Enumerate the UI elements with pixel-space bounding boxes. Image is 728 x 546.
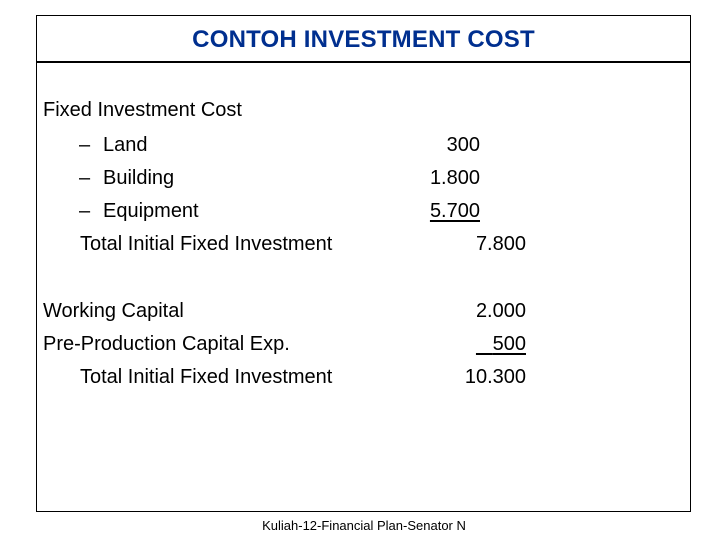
preproduction-amount: 500 xyxy=(462,329,526,359)
fixed-item-amount: 300 xyxy=(446,134,480,156)
slide-frame: CONTOH INVESTMENT COST xyxy=(36,15,691,512)
working-capital-row: Working Capital 2.000 xyxy=(0,296,728,326)
fixed-investment-header-row: Fixed Investment Cost xyxy=(0,95,728,125)
fixed-item-row: – Equipment 5.700 xyxy=(0,196,728,226)
preproduction-amount-value: 500 xyxy=(492,333,526,355)
title-divider xyxy=(37,61,690,63)
fixed-item-label: Equipment xyxy=(103,200,199,222)
fixed-item-row: – Land 300 xyxy=(0,130,728,160)
bullet-dash: – xyxy=(79,200,91,222)
total-initial-amount: 10.300 xyxy=(464,366,526,388)
fixed-item-row: – Building 1.800 xyxy=(0,163,728,193)
total-fixed-amount: 7.800 xyxy=(475,233,526,255)
fixed-item-label: Building xyxy=(103,167,175,189)
bullet-dash: – xyxy=(79,134,91,156)
fixed-item-label: Land xyxy=(103,134,148,156)
fixed-investment-header: Fixed Investment Cost xyxy=(43,99,242,121)
total-initial-label: Total Initial Fixed Investment xyxy=(80,366,333,388)
fixed-item-amount: 1.800 xyxy=(429,167,480,189)
bullet-dash: – xyxy=(79,167,91,189)
slide-title: CONTOH INVESTMENT COST xyxy=(192,26,535,53)
working-capital-label: Working Capital xyxy=(43,300,184,322)
total-initial-row: Total Initial Fixed Investment 10.300 xyxy=(0,362,728,392)
slide-footer: Kuliah-12-Financial Plan-Senator N xyxy=(262,518,466,533)
working-capital-amount: 2.000 xyxy=(475,300,526,322)
total-fixed-row: Total Initial Fixed Investment 7.800 xyxy=(0,229,728,259)
total-fixed-label: Total Initial Fixed Investment xyxy=(80,233,333,255)
preproduction-label: Pre-Production Capital Exp. xyxy=(43,333,290,355)
preproduction-row: Pre-Production Capital Exp. 500 xyxy=(0,329,728,359)
fixed-item-amount: 5.700 xyxy=(429,200,480,222)
